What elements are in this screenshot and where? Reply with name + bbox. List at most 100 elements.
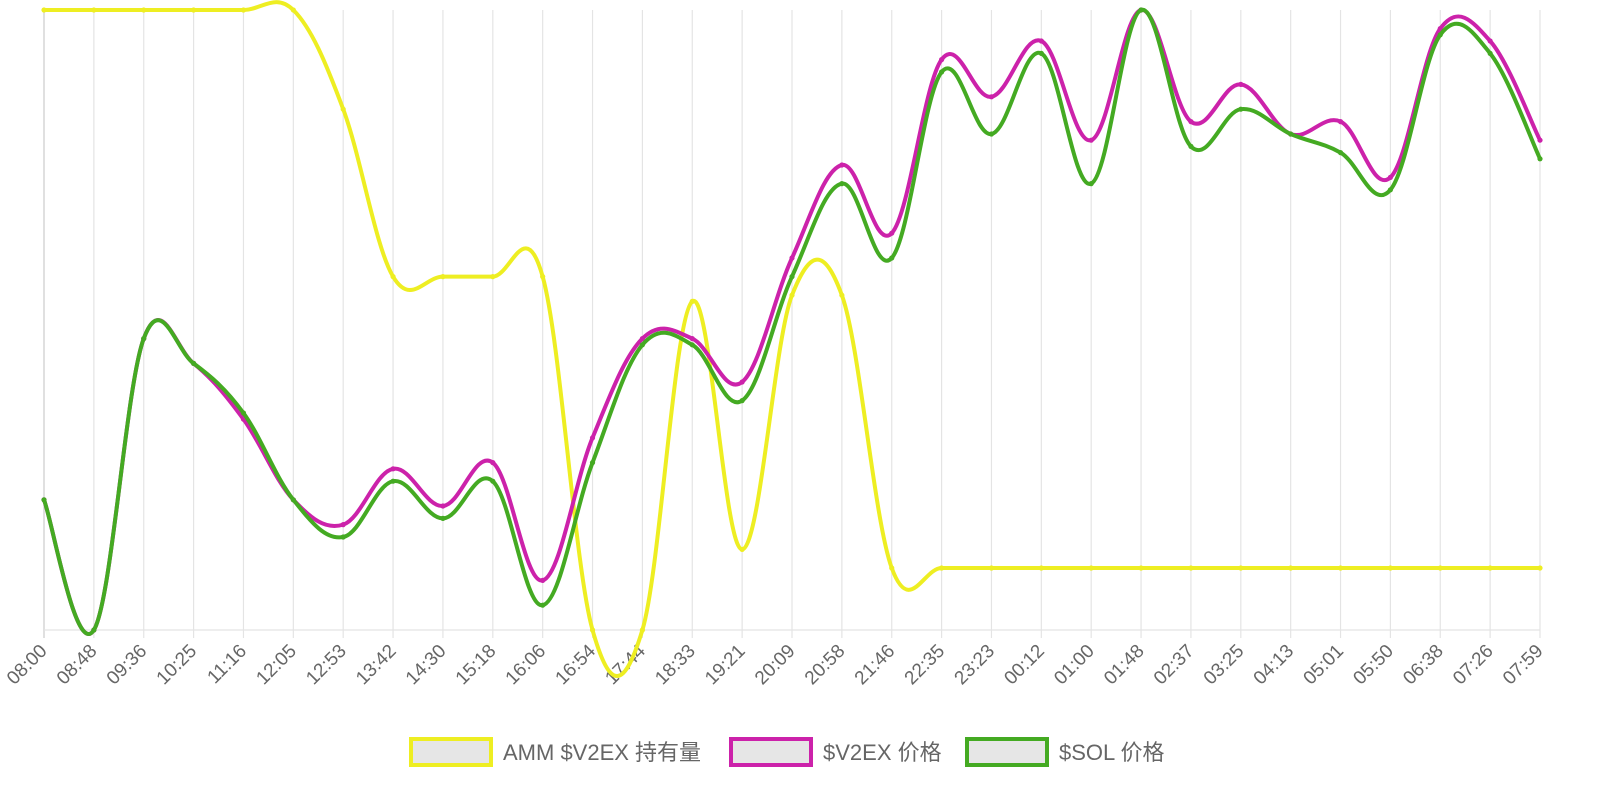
series-group xyxy=(41,7,1543,636)
data-point xyxy=(639,342,646,348)
data-point xyxy=(1138,7,1144,13)
x-tick-label: 16:54 xyxy=(552,640,601,689)
data-point xyxy=(739,379,745,385)
legend-item[interactable]: $SOL 价格 xyxy=(965,737,1165,767)
data-point xyxy=(1387,187,1393,193)
data-point xyxy=(440,503,446,509)
legend-swatch xyxy=(729,737,813,767)
x-axis-ticks: 08:00 08:48 09:36 10:25 11:16 12:05 12:53 13:42… xyxy=(3,640,1547,689)
data-point xyxy=(839,162,845,168)
legend-label: $SOL 价格 xyxy=(1059,740,1165,765)
x-tick-label: 17:44 xyxy=(601,640,650,689)
legend-swatch xyxy=(965,737,1049,767)
data-point xyxy=(91,7,97,13)
data-point xyxy=(1088,181,1094,187)
data-point xyxy=(1487,50,1493,57)
x-tick-label: 01:00 xyxy=(1050,641,1098,689)
x-tick-label: 09:36 xyxy=(103,641,151,689)
x-tick-label: 18:33 xyxy=(651,641,699,689)
data-point xyxy=(939,565,945,571)
data-point xyxy=(1337,119,1344,125)
data-point xyxy=(1437,565,1443,571)
data-point xyxy=(589,435,596,441)
x-tick-label: 01:48 xyxy=(1100,641,1148,689)
x-tick-label: 05:50 xyxy=(1349,641,1397,689)
data-point xyxy=(191,7,197,13)
data-point xyxy=(1238,565,1244,571)
data-point xyxy=(589,627,596,633)
data-point xyxy=(939,57,945,63)
legend-item[interactable]: $V2EX 价格 xyxy=(729,737,942,767)
data-point xyxy=(1038,38,1044,44)
data-point xyxy=(839,292,845,298)
data-point xyxy=(1487,38,1493,44)
data-point xyxy=(639,627,646,633)
x-tick-label: 07:26 xyxy=(1449,641,1497,689)
data-point xyxy=(340,522,346,528)
data-point xyxy=(1188,119,1194,125)
x-tick-label: 08:00 xyxy=(3,641,51,689)
series-line xyxy=(42,7,1542,636)
data-point xyxy=(889,565,895,571)
data-point xyxy=(1088,137,1094,143)
data-point xyxy=(1138,565,1144,571)
x-tick-label: 08:48 xyxy=(53,641,101,689)
data-point xyxy=(639,336,646,342)
data-point xyxy=(589,460,596,466)
x-tick-label: 12:53 xyxy=(302,641,350,689)
data-point xyxy=(390,478,396,484)
x-tick-label: 14:30 xyxy=(402,641,450,689)
legend-label: AMM $V2EX 持有量 xyxy=(503,740,701,765)
x-tick-label: 13:42 xyxy=(352,641,400,689)
data-point xyxy=(689,336,695,342)
data-point xyxy=(240,7,247,13)
legend-item[interactable]: AMM $V2EX 持有量 xyxy=(409,737,701,767)
x-tick-label: 04:13 xyxy=(1250,641,1298,689)
x-tick-label: 03:25 xyxy=(1200,641,1248,689)
data-point xyxy=(1188,565,1194,571)
data-point xyxy=(1088,565,1094,571)
data-point xyxy=(1387,565,1393,571)
legend-label: $V2EX 价格 xyxy=(823,740,942,765)
data-point xyxy=(988,565,995,571)
data-point xyxy=(1288,565,1294,571)
x-tick-label: 05:01 xyxy=(1300,641,1348,689)
data-point xyxy=(41,497,47,503)
data-point xyxy=(540,274,546,280)
x-tick-label: 21:46 xyxy=(851,641,899,689)
data-point xyxy=(939,69,945,75)
data-point xyxy=(1188,143,1194,149)
data-point xyxy=(290,497,296,503)
x-tick-label: 06:38 xyxy=(1399,641,1447,689)
data-point xyxy=(490,274,496,280)
data-point xyxy=(988,131,995,137)
legend-swatch xyxy=(409,737,493,767)
data-point xyxy=(1038,565,1044,571)
data-point xyxy=(240,410,247,416)
data-point xyxy=(490,460,496,466)
x-tick-label: 11:16 xyxy=(204,641,251,688)
data-point xyxy=(1537,137,1543,143)
data-point xyxy=(490,478,496,484)
data-point xyxy=(839,181,845,187)
x-tick-label: 19:21 xyxy=(701,641,749,689)
data-point xyxy=(689,298,695,304)
x-tick-label: 23:23 xyxy=(951,641,999,689)
x-tick-label: 10:25 xyxy=(153,641,201,689)
data-point xyxy=(789,292,795,298)
data-point xyxy=(988,94,995,100)
data-point xyxy=(739,398,745,404)
vertical-gridlines xyxy=(43,10,1541,638)
data-point xyxy=(340,534,346,540)
data-point xyxy=(1537,565,1543,571)
x-tick-label: 22:35 xyxy=(901,641,949,689)
data-point xyxy=(1238,81,1244,87)
data-point xyxy=(1437,32,1443,38)
data-point xyxy=(1337,150,1344,156)
data-point xyxy=(540,602,546,608)
data-point xyxy=(141,336,147,342)
data-point xyxy=(390,466,396,472)
legend: AMM $V2EX 持有量 $V2EX 价格 $SOL 价格 xyxy=(409,737,1165,767)
data-point xyxy=(440,515,446,522)
